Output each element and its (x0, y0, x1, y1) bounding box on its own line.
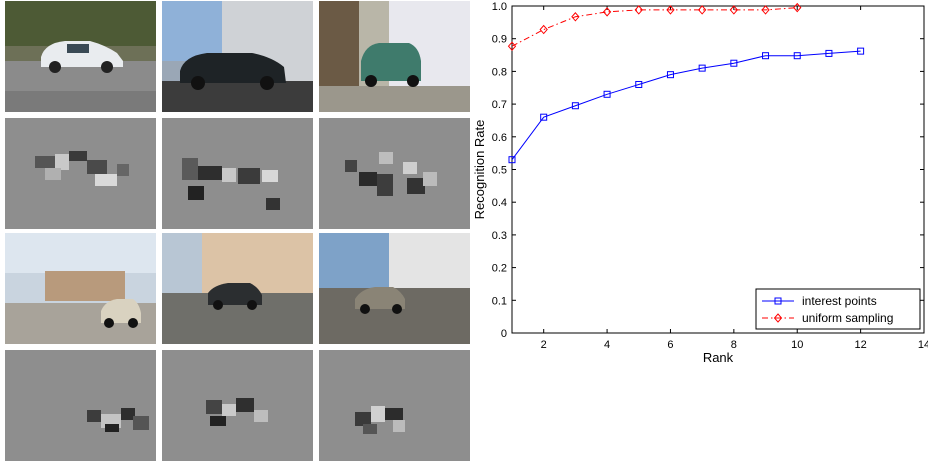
data-point-interest-points (666, 71, 674, 79)
plot-area-frame (511, 5, 925, 334)
data-point-interest-points (603, 90, 611, 98)
car-patch-map-6 (319, 350, 470, 461)
x-axis-label: Rank (703, 350, 734, 365)
car-street-photo-3 (319, 1, 470, 112)
data-point-uniform-sampling (729, 5, 739, 15)
data-point-interest-points (730, 59, 738, 67)
x-tick-label: 4 (604, 339, 610, 351)
x-tick-label: 12 (854, 339, 866, 351)
y-tick-label: 0.4 (492, 197, 507, 209)
data-point-interest-points (571, 102, 579, 110)
x-tick-label: 6 (667, 339, 673, 351)
data-point-interest-points (774, 297, 782, 305)
data-point-interest-points (540, 113, 548, 121)
car-patch-map-3 (319, 118, 470, 229)
recognition-rate-chart: 0 0.1 0.2 0.3 0.4 0.5 0.6 0.7 0.8 0.9 1.0 2 4 6 8 10 12… (472, 1, 928, 365)
car-street-photo-1 (5, 1, 156, 112)
x-tick-label: 8 (731, 339, 737, 351)
car-street-photo-4 (5, 233, 156, 344)
y-tick-label: 0.9 (492, 34, 507, 46)
data-point-uniform-sampling (697, 5, 707, 15)
car-patch-map-1 (5, 118, 156, 229)
series-line-uniform-sampling (511, 7, 798, 47)
car-patch-map-5 (162, 350, 313, 461)
y-tick-label: 1.0 (492, 1, 507, 13)
x-tick-label: 14 (918, 339, 928, 351)
y-tick-label: 0.6 (492, 132, 507, 144)
data-point-uniform-sampling (507, 41, 517, 51)
car-street-photo-2 (162, 1, 313, 112)
car-patch-map-2 (162, 118, 313, 229)
y-tick-label: 0.5 (492, 165, 507, 177)
data-point-uniform-sampling (634, 5, 643, 15)
x-tick-label: 10 (791, 339, 803, 351)
data-point-uniform-sampling (761, 5, 770, 15)
data-point-uniform-sampling (571, 12, 580, 22)
car-street-photo-6 (319, 233, 470, 344)
data-point-interest-points (825, 49, 833, 57)
legend-label: interest points (802, 294, 877, 308)
x-tick-label: 2 (541, 339, 547, 351)
car-patch-map-4 (5, 350, 156, 461)
data-point-interest-points (762, 52, 770, 60)
y-tick-label: 0.2 (492, 263, 507, 275)
data-point-interest-points (857, 47, 865, 55)
legend-box (755, 288, 921, 330)
y-tick-label: 0 (501, 328, 507, 340)
y-axis-label: Recognition Rate (472, 120, 487, 220)
y-tick-label: 0.7 (492, 99, 507, 111)
series-layer (507, 2, 865, 164)
data-point-uniform-sampling (793, 2, 802, 13)
data-point-interest-points (508, 156, 516, 164)
car-street-photo-5 (162, 233, 313, 344)
y-tick-label: 0.1 (492, 295, 507, 307)
data-point-uniform-sampling (602, 7, 612, 17)
data-point-interest-points (635, 80, 643, 88)
series-line-interest-points (511, 50, 861, 160)
legend-label: uniform sampling (802, 311, 893, 325)
data-point-uniform-sampling (666, 5, 675, 15)
data-point-uniform-sampling (773, 313, 783, 323)
data-point-interest-points (698, 64, 706, 72)
y-tick-label: 0.3 (492, 230, 507, 242)
legend: interest points uniform sampling (755, 288, 921, 330)
y-tick-label: 0.8 (492, 66, 507, 78)
data-point-uniform-sampling (539, 24, 548, 35)
data-point-interest-points (793, 52, 801, 60)
y-axis-ticks: 0 0.1 0.2 0.3 0.4 0.5 0.6 0.7 0.8 0.9 1.0 (492, 1, 924, 340)
